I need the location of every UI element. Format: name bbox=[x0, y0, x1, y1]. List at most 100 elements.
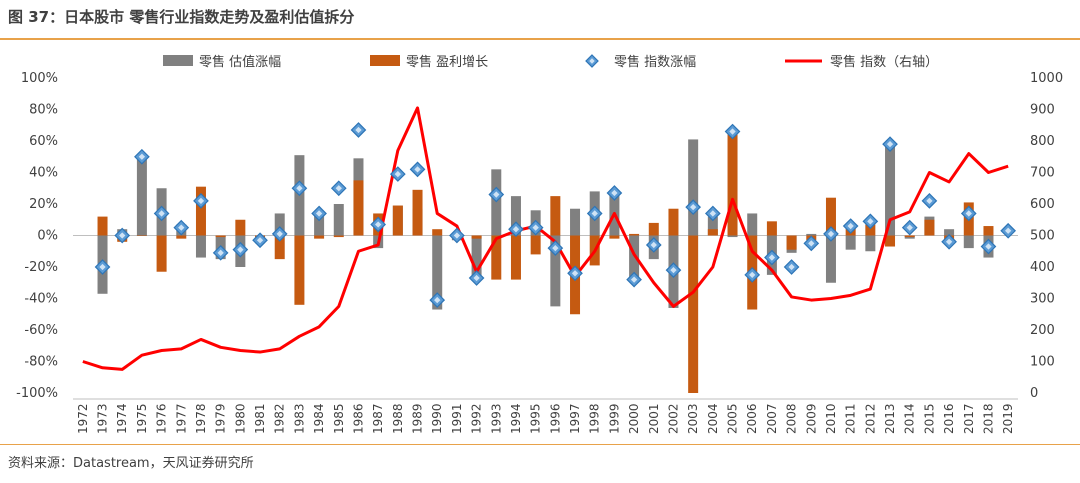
valuation-bar bbox=[274, 213, 285, 236]
earnings-bar bbox=[688, 235, 699, 393]
x-tick-label: 1987 bbox=[371, 403, 385, 434]
earnings-bar bbox=[609, 235, 620, 239]
y-right-tick-label: 300 bbox=[1030, 292, 1055, 307]
valuation-bar bbox=[885, 142, 896, 236]
y-left-tick-label: 0% bbox=[37, 229, 58, 244]
x-tick-label: 1998 bbox=[588, 403, 602, 434]
earnings-bar bbox=[924, 219, 935, 236]
earnings-bar bbox=[432, 229, 443, 236]
valuation-bar bbox=[629, 235, 640, 280]
x-tick-label: 2018 bbox=[981, 403, 995, 434]
legend-swatch-valuation bbox=[163, 55, 193, 66]
y-left-tick-label: 80% bbox=[29, 103, 58, 118]
x-tick-label: 1989 bbox=[411, 403, 425, 434]
earnings-bar bbox=[176, 235, 187, 239]
y-right-tick-label: 500 bbox=[1030, 229, 1055, 244]
x-tick-label: 2014 bbox=[903, 403, 917, 434]
earnings-bar bbox=[235, 219, 246, 236]
y-left-tick-label: -80% bbox=[24, 355, 58, 370]
x-tick-label: 2009 bbox=[804, 403, 818, 434]
x-tick-label: 1986 bbox=[351, 403, 365, 434]
y-right-tick-label: 400 bbox=[1030, 260, 1055, 275]
y-right-tick-label: 700 bbox=[1030, 166, 1055, 181]
valuation-bar bbox=[688, 139, 699, 236]
y-right-tick-label: 100 bbox=[1030, 355, 1055, 370]
x-tick-label: 2005 bbox=[726, 403, 740, 434]
earnings-bar bbox=[904, 235, 915, 238]
earnings-bar bbox=[865, 224, 876, 236]
earnings-bar bbox=[294, 235, 305, 305]
index-line bbox=[82, 106, 1009, 371]
earnings-bar bbox=[392, 205, 403, 236]
earnings-bar bbox=[274, 235, 285, 260]
earnings-bar bbox=[510, 235, 521, 280]
valuation-bar bbox=[727, 235, 738, 238]
y-left-tick-label: -100% bbox=[16, 386, 58, 401]
x-tick-label: 1996 bbox=[548, 403, 562, 434]
valuation-bar bbox=[806, 233, 817, 236]
x-tick-label: 1991 bbox=[450, 403, 464, 434]
x-tick-label: 2003 bbox=[686, 403, 700, 434]
x-tick-label: 1981 bbox=[253, 403, 267, 434]
x-tick-label: 1984 bbox=[312, 403, 326, 434]
legend-label: 零售 指数涨幅 bbox=[614, 54, 696, 70]
bar-layer bbox=[97, 131, 994, 393]
x-tick-label: 1995 bbox=[529, 403, 543, 434]
earnings-bar bbox=[530, 235, 541, 255]
x-tick-label: 2008 bbox=[785, 403, 799, 434]
valuation-bar bbox=[195, 235, 206, 258]
x-tick-label: 1992 bbox=[470, 403, 484, 434]
valuation-bar bbox=[333, 204, 344, 236]
legend-swatch-earnings bbox=[370, 55, 400, 66]
y-left-tick-label: 20% bbox=[29, 197, 58, 212]
x-tick-label: 1997 bbox=[568, 403, 582, 434]
y-left-tick-label: -40% bbox=[24, 292, 58, 307]
x-tick-label: 2012 bbox=[863, 403, 877, 434]
earnings-bar bbox=[333, 235, 344, 238]
y-left-tick-label: 100% bbox=[21, 71, 58, 86]
valuation-bar bbox=[491, 169, 502, 236]
earnings-bar bbox=[412, 189, 423, 236]
earnings-bar bbox=[629, 233, 640, 236]
x-tick-label: 1993 bbox=[489, 403, 503, 434]
x-tick-label: 2015 bbox=[922, 403, 936, 434]
valuation-bar bbox=[707, 216, 718, 236]
x-tick-label: 1979 bbox=[214, 403, 228, 434]
x-tick-label: 1999 bbox=[607, 403, 621, 434]
y-left-tick-label: -20% bbox=[24, 260, 58, 275]
valuation-bar bbox=[944, 229, 955, 236]
earnings-bar bbox=[983, 226, 994, 236]
x-tick-label: 1972 bbox=[76, 403, 90, 434]
legend-label: 零售 估值涨幅 bbox=[199, 54, 281, 70]
x-tick-label: 2011 bbox=[844, 403, 858, 434]
valuation-bar bbox=[432, 235, 443, 310]
x-tick-label: 2001 bbox=[647, 403, 661, 434]
x-tick-label: 1985 bbox=[332, 403, 346, 434]
y-right-tick-label: 800 bbox=[1030, 134, 1055, 149]
x-tick-label: 2006 bbox=[745, 403, 759, 434]
x-tick-label: 1977 bbox=[174, 403, 188, 434]
y-right-tick-label: 600 bbox=[1030, 197, 1055, 212]
x-tick-label: 1994 bbox=[509, 403, 523, 434]
y-right-tick-label: 200 bbox=[1030, 323, 1055, 338]
x-tick-label: 1983 bbox=[292, 403, 306, 434]
x-tick-label: 1974 bbox=[115, 403, 129, 434]
x-tick-label: 1975 bbox=[135, 403, 149, 434]
y-left-tick-label: 40% bbox=[29, 166, 58, 181]
valuation-bar bbox=[314, 213, 325, 236]
marker-layer bbox=[94, 122, 1017, 308]
valuation-bar bbox=[845, 235, 856, 250]
source-rule bbox=[0, 444, 1080, 445]
earnings-bar bbox=[648, 222, 659, 236]
earnings-bar bbox=[314, 235, 325, 239]
valuation-bar bbox=[136, 156, 147, 236]
valuation-bar bbox=[865, 235, 876, 252]
valuation-bar bbox=[747, 213, 758, 236]
figure-title: 图 37：日本股市 零售行业指数走势及盈利估值拆分 bbox=[8, 8, 355, 26]
y-right-tick-label: 1000 bbox=[1030, 71, 1063, 86]
valuation-bar bbox=[550, 235, 561, 307]
earnings-bar bbox=[195, 186, 206, 236]
earnings-bar bbox=[727, 131, 738, 236]
legend: 零售 估值涨幅 零售 盈利增长 零售 指数涨幅 零售 指数（右轴） bbox=[163, 54, 938, 70]
source-note: 资料来源：Datastream，天风证券研究所 bbox=[8, 456, 254, 471]
